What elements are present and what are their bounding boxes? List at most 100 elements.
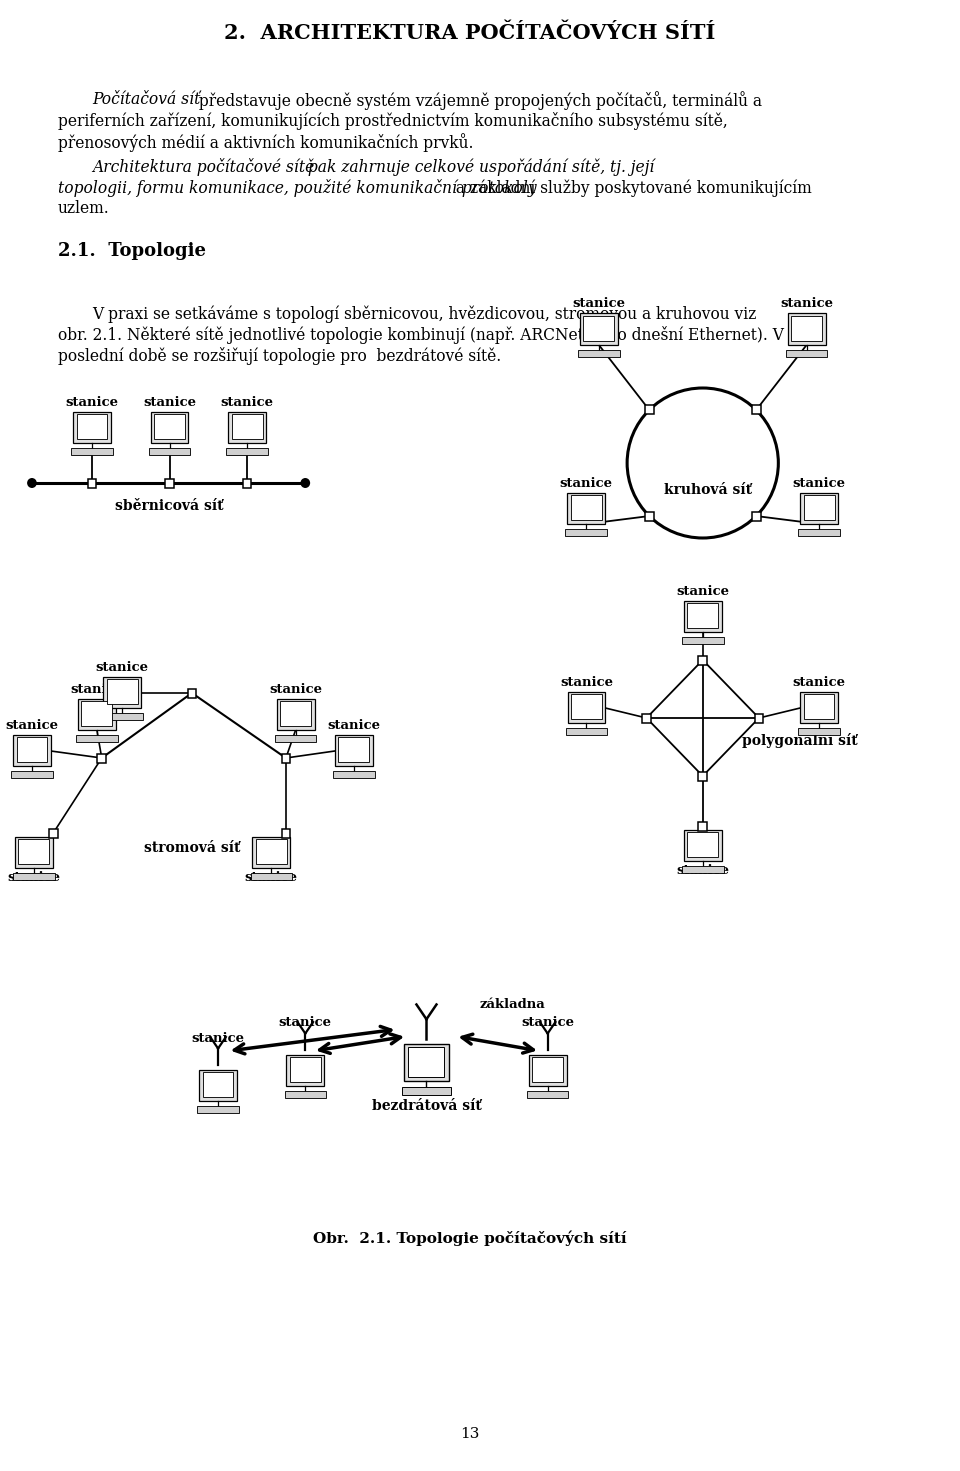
Bar — [281, 753, 290, 762]
Bar — [752, 512, 760, 521]
Text: 2.1.  Topologie: 2.1. Topologie — [59, 243, 206, 260]
Text: stanice: stanice — [8, 871, 60, 884]
Bar — [13, 734, 51, 766]
Bar — [580, 313, 618, 346]
Bar — [799, 530, 840, 535]
Bar — [571, 494, 602, 521]
Text: a základní služby poskytované komunikujícím: a základní služby poskytované komunikují… — [450, 179, 811, 197]
Bar — [804, 494, 834, 521]
Bar — [527, 1091, 568, 1097]
Bar — [584, 316, 614, 341]
Text: stanice: stanice — [269, 683, 323, 696]
Bar — [256, 838, 287, 865]
Bar — [645, 406, 654, 415]
Text: stanice: stanice — [572, 297, 625, 310]
Bar — [251, 874, 292, 880]
Text: stanice: stanice — [6, 718, 59, 731]
Bar — [149, 449, 190, 455]
Text: kruhová síť: kruhová síť — [663, 482, 752, 497]
Bar — [335, 734, 372, 766]
Text: stanice: stanice — [245, 871, 298, 884]
Bar — [786, 350, 828, 357]
Bar — [16, 737, 47, 762]
Bar — [645, 512, 654, 521]
Bar — [275, 736, 317, 741]
Text: V praxi se setkáváme s topologí sběrnicovou, hvězdicovou, stromovou a kruhovou v: V praxi se setkáváme s topologí sběrnico… — [92, 304, 756, 322]
Text: obr. 2.1. Některé sítě jednotlivé topologie kombinují (např. ARCNet nebo dnešní : obr. 2.1. Některé sítě jednotlivé topolo… — [59, 327, 784, 344]
Bar — [276, 699, 315, 730]
Bar — [338, 737, 370, 762]
Bar — [687, 831, 718, 858]
Text: polygonální síť: polygonální síť — [742, 733, 857, 747]
Bar — [107, 678, 137, 705]
Bar — [642, 713, 651, 722]
Bar — [529, 1055, 566, 1086]
Text: poslední době se rozšiřují topologie pro  bezdrátové sítě.: poslední době se rozšiřují topologie pro… — [59, 347, 501, 365]
Text: stanice: stanice — [327, 718, 380, 731]
Bar — [687, 603, 718, 628]
Bar — [252, 837, 290, 868]
Text: stanice: stanice — [192, 1031, 245, 1044]
Bar — [73, 412, 111, 443]
Circle shape — [27, 478, 36, 488]
Bar — [102, 713, 143, 719]
Bar — [227, 449, 268, 455]
Text: stanice: stanice — [96, 660, 149, 674]
Text: základna: základna — [480, 999, 545, 1011]
Bar — [567, 493, 605, 524]
Bar — [87, 478, 96, 487]
Text: 2.  ARCHITEKTURA POČÍTAČOVÝCH SÍTÍ: 2. ARCHITEKTURA POČÍTAČOVÝCH SÍTÍ — [225, 24, 716, 43]
Text: stanice: stanice — [793, 675, 846, 688]
Text: 13: 13 — [461, 1427, 480, 1442]
Bar — [333, 771, 374, 778]
Bar — [402, 1087, 451, 1094]
Text: topologii, formu komunikace, použité komunikační protokoly: topologii, formu komunikace, použité kom… — [59, 179, 537, 197]
Bar — [799, 728, 840, 736]
Text: stanice: stanice — [560, 477, 612, 490]
Bar — [567, 691, 606, 724]
Text: pak zahrnuje celkové uspořádání sítě, tj. její: pak zahrnuje celkové uspořádání sítě, tj… — [303, 157, 655, 175]
Text: Počítačová síť: Počítačová síť — [92, 91, 201, 107]
Bar — [565, 728, 608, 736]
Bar — [791, 316, 822, 341]
Bar — [82, 700, 112, 727]
Bar — [682, 866, 724, 872]
Bar — [532, 1056, 564, 1083]
Bar — [682, 637, 724, 644]
Bar — [103, 677, 141, 708]
Bar — [13, 874, 55, 880]
Bar — [284, 1091, 326, 1097]
Text: stanice: stanice — [560, 675, 612, 688]
Bar — [197, 1106, 239, 1114]
Text: stanice: stanice — [278, 1016, 332, 1030]
Bar — [698, 821, 708, 831]
Text: uzlem.: uzlem. — [59, 200, 109, 218]
Text: periferních zařízení, komunikujících prostřednictvím komunikačního subsystému sí: periferních zařízení, komunikujících pro… — [59, 112, 728, 129]
Text: bezdrátová síť: bezdrátová síť — [372, 1099, 481, 1114]
Bar — [698, 656, 708, 665]
Bar — [404, 1044, 448, 1081]
Bar — [788, 313, 826, 346]
Bar — [15, 837, 53, 868]
Bar — [409, 1047, 444, 1077]
Bar — [199, 1069, 237, 1100]
Bar — [151, 412, 188, 443]
Bar — [801, 493, 838, 524]
Text: stanice: stanice — [676, 863, 730, 877]
Text: stanice: stanice — [676, 584, 730, 597]
Text: stanice: stanice — [521, 1016, 574, 1030]
Bar — [165, 478, 174, 487]
Circle shape — [300, 478, 310, 488]
Bar — [281, 828, 290, 837]
Bar — [49, 828, 58, 837]
Bar — [187, 688, 196, 697]
Bar — [71, 449, 113, 455]
Bar — [804, 694, 834, 719]
Text: stanice: stanice — [221, 396, 274, 409]
Text: sběrnicová síť: sběrnicová síť — [115, 499, 224, 513]
Bar — [286, 1055, 324, 1086]
Bar — [155, 413, 185, 440]
Bar — [290, 1056, 321, 1083]
Text: stanice: stanice — [65, 396, 118, 409]
Bar — [231, 413, 262, 440]
